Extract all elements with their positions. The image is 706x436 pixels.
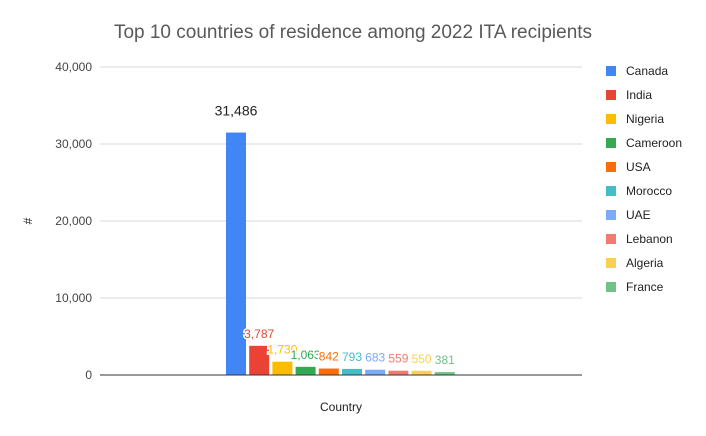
data-label-lebanon: 559 xyxy=(388,352,408,366)
legend-label: Algeria xyxy=(626,256,664,270)
legend: Canada India Nigeria Cameroon USA Morocco UAE L… xyxy=(606,59,706,299)
bar-canada xyxy=(226,132,246,375)
legend-item-lebanon: Lebanon xyxy=(606,227,706,251)
legend-item-usa: USA xyxy=(606,155,706,179)
legend-item-nigeria: Nigeria xyxy=(606,107,706,131)
legend-item-france: France xyxy=(606,275,706,299)
x-axis-label: Country xyxy=(320,400,362,414)
legend-swatch xyxy=(606,258,616,268)
y-tick-label: 40,000 xyxy=(55,60,92,74)
gridlines xyxy=(100,66,582,299)
bar-algeria xyxy=(411,370,432,375)
bar-lebanon xyxy=(388,370,409,375)
legend-swatch xyxy=(606,138,616,148)
data-label-nigeria: 1,730 xyxy=(267,343,297,357)
legend-swatch xyxy=(606,90,616,100)
data-label-france: 381 xyxy=(435,353,455,367)
bar-france xyxy=(434,372,455,375)
legend-label: Lebanon xyxy=(626,232,673,246)
legend-label: Nigeria xyxy=(626,112,665,126)
legend-item-india: India xyxy=(606,83,706,107)
data-label-usa: 842 xyxy=(319,350,339,364)
legend-swatch xyxy=(606,282,616,292)
y-tick-label: 20,000 xyxy=(55,214,92,228)
legend-item-cameroon: Cameroon xyxy=(606,131,706,155)
legend-item-morocco: Morocco xyxy=(606,179,706,203)
legend-label: Cameroon xyxy=(626,136,683,150)
bars xyxy=(226,132,455,375)
y-tick-label: 30,000 xyxy=(55,137,92,151)
legend-label: France xyxy=(626,280,664,294)
legend-item-uae: UAE xyxy=(606,203,706,227)
legend-swatch xyxy=(606,162,616,172)
data-label-uae: 683 xyxy=(365,351,385,365)
data-label-morocco: 793 xyxy=(342,350,362,364)
legend-swatch xyxy=(606,186,616,196)
data-label-canada: 31,486 xyxy=(215,103,258,119)
legend-label: Canada xyxy=(626,64,669,78)
bar-usa xyxy=(318,368,339,375)
bar-cameroon xyxy=(295,366,316,375)
bar-nigeria xyxy=(272,361,293,375)
data-label-cameroon: 1,063 xyxy=(291,348,321,362)
legend-label: India xyxy=(626,88,653,102)
y-tick-label: 0 xyxy=(85,368,92,382)
legend-label: USA xyxy=(626,160,651,174)
data-label-algeria: 550 xyxy=(412,352,432,366)
bar-india xyxy=(249,345,270,375)
legend-item-canada: Canada xyxy=(606,59,706,83)
legend-swatch xyxy=(606,210,616,220)
bar-morocco xyxy=(342,368,362,375)
y-axis-label: # xyxy=(21,217,35,224)
legend-item-algeria: Algeria xyxy=(606,251,706,275)
legend-label: UAE xyxy=(626,208,651,222)
y-axis-ticks: 0 10,000 20,000 30,000 40,000 xyxy=(55,60,92,382)
legend-swatch xyxy=(606,66,616,76)
bar-uae xyxy=(365,369,386,375)
y-tick-label: 10,000 xyxy=(55,291,92,305)
data-label-india: 3,787 xyxy=(244,327,274,341)
legend-swatch xyxy=(606,114,616,124)
legend-swatch xyxy=(606,234,616,244)
legend-label: Morocco xyxy=(626,184,673,198)
chart-title: Top 10 countries of residence among 2022… xyxy=(113,22,593,43)
